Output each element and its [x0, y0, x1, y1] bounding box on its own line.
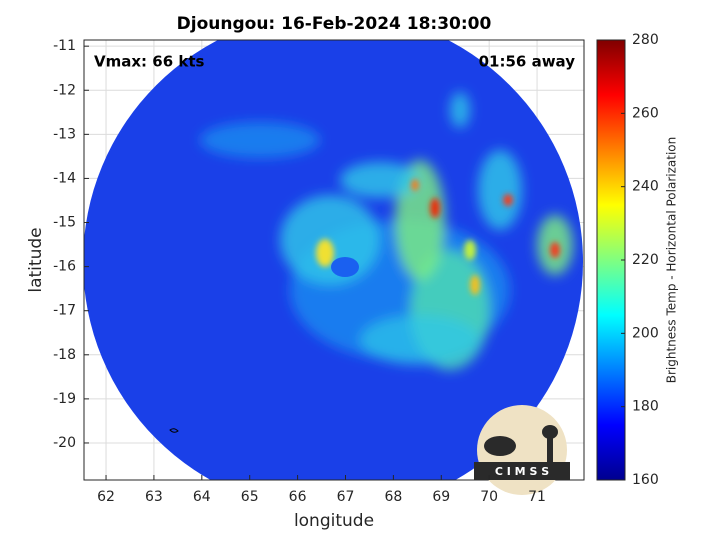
plot-frame [83, 39, 585, 481]
y-tick-label: -19 [53, 391, 76, 407]
x-axis-label: longitude [294, 511, 374, 531]
y-tick-label: -16 [53, 259, 76, 275]
x-tick-label: 63 [145, 489, 163, 505]
colorbar-tick-label: 220 [632, 252, 659, 268]
colorbar-tick-label: 180 [632, 399, 659, 415]
y-tick-label: -14 [53, 170, 76, 186]
logo-text: C I M S S [495, 465, 549, 478]
colorbar-label: Brightness Temp - Horizontal Polarizatio… [665, 137, 679, 384]
cold-cores [316, 179, 560, 295]
x-tick-label: 68 [384, 489, 402, 505]
x-tick-label: 66 [289, 489, 307, 505]
x-tick-label: 64 [193, 489, 211, 505]
chart-title: Djoungou: 16-Feb-2024 18:30:00 [177, 14, 492, 34]
x-tick-label: 65 [241, 489, 259, 505]
cloud-bands [200, 92, 573, 370]
colorbar-tick-label: 260 [632, 105, 659, 121]
colorbar-tick-label: 160 [632, 472, 659, 488]
eye [331, 257, 359, 277]
x-tick-label: 67 [337, 489, 355, 505]
y-tick-label: -20 [53, 435, 76, 451]
swath [84, 40, 583, 480]
y-tick-label: -13 [53, 126, 76, 142]
y-axis-label: latitude [26, 227, 46, 292]
x-tick-label: 62 [97, 489, 115, 505]
y-tick-label: -12 [53, 82, 76, 98]
colorbar [596, 39, 626, 481]
x-tick-label: 69 [432, 489, 450, 505]
annotation: Vmax: 66 kts [94, 53, 204, 71]
colorbar-tick-label: 240 [632, 179, 659, 195]
y-tick-label: -18 [53, 347, 76, 363]
logo: C I M S S [474, 405, 570, 495]
x-tick-label: 70 [480, 489, 498, 505]
colorbar-tick-label: 280 [632, 32, 659, 48]
annotation: 01:56 away [479, 53, 576, 71]
x-tick-label: 71 [528, 489, 546, 505]
island [169, 428, 179, 433]
y-tick-label: -15 [53, 215, 76, 231]
colorbar-tick-label: 200 [632, 325, 659, 341]
y-tick-label: -17 [53, 303, 76, 319]
y-tick-label: -11 [53, 38, 76, 54]
